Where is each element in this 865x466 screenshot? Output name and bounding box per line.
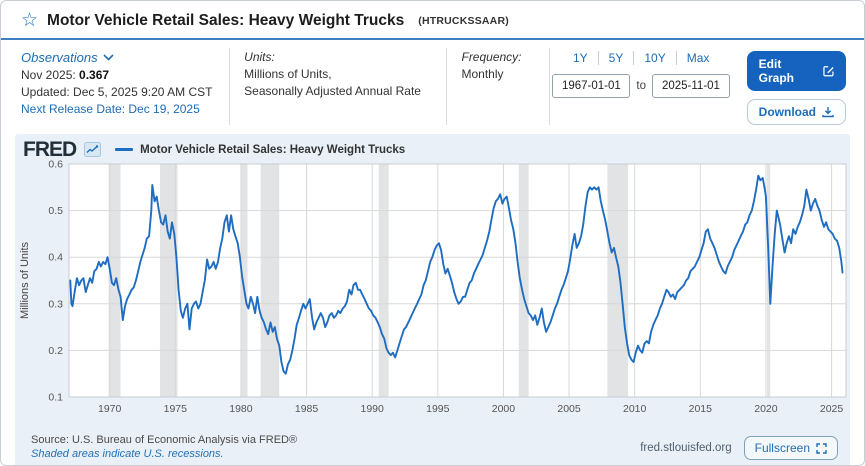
graph-card-header: FRED Motor Vehicle Retail Sales: Heavy W… <box>23 139 405 160</box>
date-range: to <box>552 74 730 98</box>
recession-band <box>378 164 389 397</box>
footer-right: fred.stlouisfed.org Fullscreen <box>640 436 838 462</box>
edit-graph-label: Edit Graph <box>758 57 795 85</box>
plot-area[interactable] <box>69 164 846 397</box>
x-tick-label: 1975 <box>164 403 188 415</box>
recession-band <box>260 164 280 397</box>
latest-observation: Nov 2025: 0.367 <box>21 68 110 82</box>
fred-logo: FRED <box>23 138 77 161</box>
download-icon <box>822 107 834 118</box>
units-panel: Units: Millions of Units, Seasonally Adj… <box>229 48 446 125</box>
frequency-label: Frequency: <box>461 50 522 64</box>
time-series-plot: 0.1 0.2 0.3 0.4 0.5 0.6 1970 1975 1980 1985 1990 19… <box>19 159 847 415</box>
meta-bar: Observations Nov 2025: 0.367 Updated: De… <box>1 40 864 134</box>
x-tick-label: 1970 <box>98 403 122 415</box>
date-range-to-label: to <box>636 79 646 92</box>
page-title: Motor Vehicle Retail Sales: Heavy Weight… <box>47 11 405 29</box>
favorite-star-icon[interactable]: ☆ <box>21 10 39 31</box>
header-rule <box>1 38 864 40</box>
download-label: Download <box>758 105 816 119</box>
next-release-link[interactable]: Next Release Date: Dec 19, 2025 <box>21 102 200 116</box>
x-tick-label: 1980 <box>229 403 253 415</box>
observations-panel: Observations Nov 2025: 0.367 Updated: De… <box>1 48 229 125</box>
y-tick-label: 0.4 <box>48 252 63 264</box>
x-tick-label: 1985 <box>295 403 319 415</box>
frequency-value: Monthly <box>461 67 504 81</box>
x-tick-label: 2020 <box>754 403 778 415</box>
series-id: (HTRUCKSSAAR) <box>418 14 509 27</box>
fullscreen-icon <box>816 442 827 454</box>
x-tick-label: 1990 <box>361 403 385 415</box>
y-tick-label: 0.5 <box>48 205 63 217</box>
x-tick-label: 2015 <box>689 403 713 415</box>
legend-line-swatch <box>115 148 134 151</box>
edit-graph-button[interactable]: Edit Graph <box>746 51 846 91</box>
y-tick-label: 0.6 <box>48 159 63 171</box>
range-button-10y[interactable]: 10Y <box>633 51 675 65</box>
fullscreen-label: Fullscreen <box>754 441 810 455</box>
actions-panel: Edit Graph Download <box>733 48 864 125</box>
series-legend: Motor Vehicle Retail Sales: Heavy Weight… <box>115 144 405 156</box>
graph-card-footer: Source: U.S. Bureau of Economic Analysis… <box>31 433 838 462</box>
series-header: ☆ Motor Vehicle Retail Sales: Heavy Weig… <box>1 1 864 38</box>
x-tick-label: 2025 <box>820 403 844 415</box>
latest-observation-value: 0.367 <box>79 68 110 82</box>
x-tick-label: 2010 <box>623 403 647 415</box>
observations-label: Observations <box>21 50 98 65</box>
x-tick-label: 1995 <box>426 403 450 415</box>
y-tick-label: 0.2 <box>48 345 63 357</box>
recession-band <box>518 164 529 397</box>
recession-band <box>607 164 629 397</box>
range-buttons: 1Y 5Y 10Y Max <box>564 51 719 65</box>
fred-logo-chart-icon <box>84 142 102 157</box>
recession-note[interactable]: Shaded areas indicate U.S. recessions. <box>31 448 224 460</box>
range-panel: 1Y 5Y 10Y Max to <box>548 48 733 125</box>
fred-graph-card: FRED Motor Vehicle Retail Sales: Heavy W… <box>15 134 850 465</box>
fullscreen-button[interactable]: Fullscreen <box>743 436 838 460</box>
observations-dropdown[interactable]: Observations <box>21 49 114 66</box>
range-button-1y[interactable]: 1Y <box>572 51 588 65</box>
fred-url: fred.stlouisfed.org <box>640 442 732 454</box>
date-range-start-input[interactable] <box>552 74 631 98</box>
y-axis-title: Millions of Units <box>19 241 31 319</box>
date-range-end-input[interactable] <box>651 74 730 98</box>
plot-border <box>68 163 847 398</box>
edit-icon <box>822 66 834 77</box>
x-tick-label: 2000 <box>492 403 516 415</box>
range-button-max[interactable]: Max <box>675 51 720 65</box>
legend-label: Motor Vehicle Retail Sales: Heavy Weight… <box>140 143 406 156</box>
units-label: Units: <box>244 50 275 64</box>
y-tick-label: 0.3 <box>48 298 63 310</box>
x-tick-label: 2005 <box>557 403 581 415</box>
y-tick-label: 0.1 <box>48 392 63 404</box>
units-value-line2: Seasonally Adjusted Annual Rate <box>244 84 421 98</box>
attribution-block: Source: U.S. Bureau of Economic Analysis… <box>31 433 297 462</box>
units-value-line1: Millions of Units, <box>244 67 332 81</box>
frequency-panel: Frequency: Monthly <box>446 48 548 125</box>
data-line <box>69 174 844 375</box>
updated-timestamp: Updated: Dec 5, 2025 9:20 AM CST <box>21 85 213 99</box>
range-button-5y[interactable]: 5Y <box>597 51 634 65</box>
chevron-down-icon <box>103 54 114 61</box>
source-attribution: Source: U.S. Bureau of Economic Analysis… <box>31 434 298 446</box>
download-button[interactable]: Download <box>746 99 846 125</box>
recession-band <box>240 164 248 397</box>
